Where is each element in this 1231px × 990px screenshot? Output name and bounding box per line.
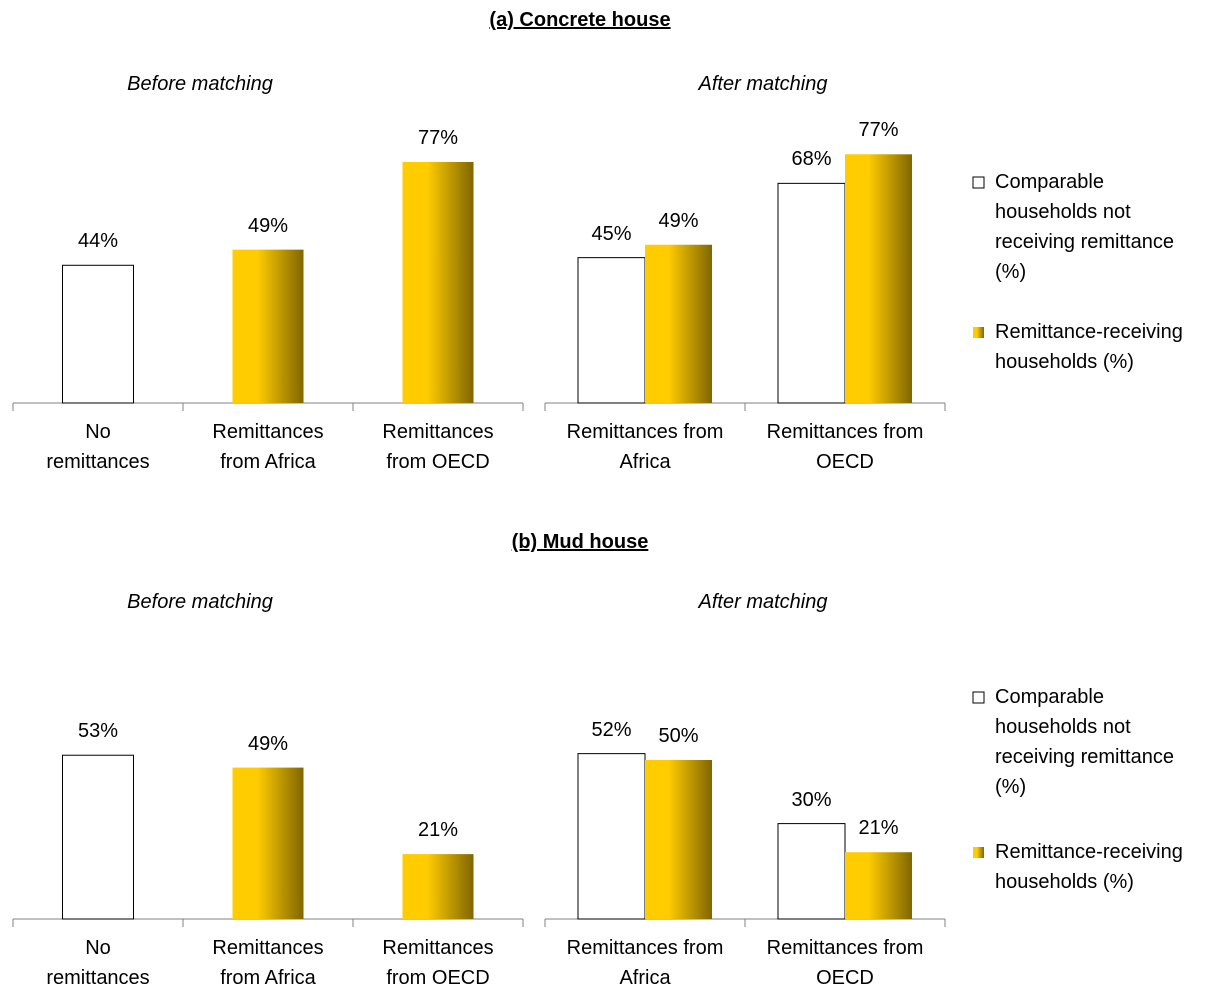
bar — [402, 854, 474, 919]
bar — [577, 753, 646, 920]
bar — [62, 264, 134, 404]
bar — [645, 244, 712, 403]
data-label: 77% — [417, 126, 459, 149]
data-label: 44% — [77, 230, 119, 253]
bar — [777, 823, 846, 920]
legend-label: Comparable households not receiving remi… — [995, 171, 1174, 283]
chart-subtitle: After matching — [698, 591, 828, 613]
bar — [232, 249, 304, 403]
legend-label: Remittance-receiving households (%) — [995, 321, 1183, 373]
x-tick-label: Remittances from Africa — [212, 937, 324, 989]
bar — [577, 257, 646, 404]
data-label: 77% — [858, 119, 899, 142]
x-tick-label: Remittances from Africa — [566, 421, 724, 473]
x-tick-label: Remittances from Africa — [566, 937, 724, 989]
x-tick-label: Remittances from OECD — [766, 421, 924, 473]
x-tick-label: No remittances — [46, 421, 150, 473]
data-label: 49% — [247, 732, 289, 755]
legend-label: Comparable households not receiving remi… — [995, 686, 1174, 798]
data-label: 52% — [591, 718, 632, 741]
data-label: 50% — [658, 725, 699, 747]
legend-swatch — [972, 176, 985, 189]
data-label: 49% — [247, 214, 289, 237]
data-label: 30% — [791, 788, 832, 811]
legend-swatch — [973, 847, 984, 858]
chart-subtitle: Before matching — [127, 73, 273, 95]
chart-subtitle: Before matching — [127, 591, 273, 613]
bar — [845, 852, 912, 919]
legend-swatch — [972, 691, 985, 704]
legend-swatch — [973, 327, 984, 338]
section-title: (a) Concrete house — [489, 9, 671, 31]
data-label: 21% — [858, 817, 899, 840]
legend-label: Remittance-receiving households (%) — [995, 841, 1183, 893]
data-label: 21% — [417, 819, 459, 842]
data-label: 68% — [791, 148, 832, 171]
bar — [645, 760, 712, 919]
bar — [232, 767, 304, 919]
x-tick-label: Remittances from Africa — [212, 421, 324, 473]
chart-subtitle: After matching — [698, 73, 828, 95]
x-tick-label: No remittances — [46, 937, 150, 989]
section-title: (b) Mud house — [511, 531, 649, 553]
bar — [845, 154, 912, 403]
x-tick-label: Remittances from OECD — [382, 421, 494, 473]
bar — [62, 754, 134, 920]
bar — [402, 161, 474, 403]
data-label: 53% — [77, 720, 119, 743]
data-label: 45% — [591, 222, 632, 245]
data-label: 49% — [658, 209, 699, 232]
bar — [777, 182, 846, 404]
x-tick-label: Remittances from OECD — [766, 937, 924, 989]
x-tick-label: Remittances from OECD — [382, 937, 494, 989]
